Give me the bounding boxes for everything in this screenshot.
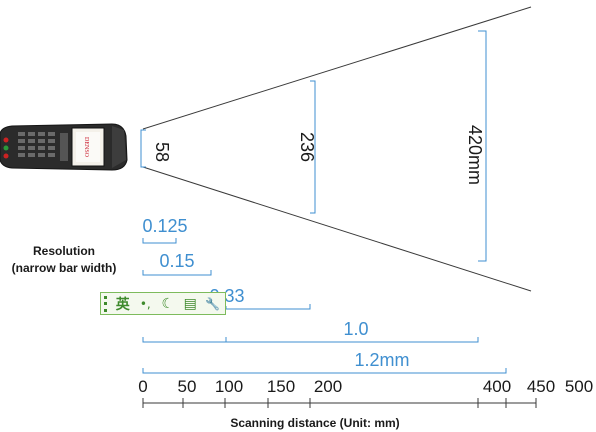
ime-moon-icon[interactable]: ☾ [161,295,175,312]
device-brand-label: DENSO [83,137,89,158]
ime-grip-icon[interactable] [104,295,110,312]
distance-tick-label: 0 [138,377,147,396]
beam-upper-line [142,6,532,130]
distance-tick-label: 150 [267,377,295,396]
resolution-value-1-2: 1.2mm [354,350,409,370]
ime-keyboard-icon[interactable]: ▤ [183,295,197,312]
beam-height-236: 236 [297,132,317,162]
resolution-value-0-125: 0.125 [142,216,187,236]
distance-tick-label: 500 [565,377,593,396]
resolution-label-line2: (narrow bar width) [12,261,117,275]
distance-axis [142,398,537,408]
resolution-bracket-0-15 [142,270,212,276]
ime-wrench-icon[interactable]: 🔧 [205,296,221,311]
resolution-value-1-0: 1.0 [343,319,368,339]
ime-language-icon[interactable]: 英 [115,296,130,313]
distance-tick-label: 50 [178,377,197,396]
resolution-value-0-15: 0.15 [159,251,194,271]
distance-tick-label: 100 [215,377,243,396]
resolution-bracket-1-2 [142,368,507,374]
beam-height-bracket-58 [140,129,146,168]
distance-tick-label: 450 [527,377,555,396]
beam-lower-line [142,166,532,292]
distance-axis-title: Scanning distance (Unit: mm) [230,416,399,430]
resolution-bracket-0-33 [225,304,311,310]
ime-toolbar[interactable]: 英 •, ☾ ▤ 🔧 [100,292,226,315]
beam-height-58: 58 [152,142,172,162]
ime-punctuation-icon[interactable]: •, [139,296,151,311]
distance-tick-label: 400 [483,377,511,396]
handheld-scanner-icon: DENSO [0,123,128,171]
beam-height-420: 420mm [465,125,485,185]
beam-height-bracket-236 [310,80,316,214]
resolution-bracket-1-0 [142,337,479,343]
resolution-bracket-0-125 [142,238,177,244]
beam-height-bracket-420 [478,30,487,262]
distance-tick-label: 200 [314,377,342,396]
resolution-label-line1: Resolution [33,244,95,258]
